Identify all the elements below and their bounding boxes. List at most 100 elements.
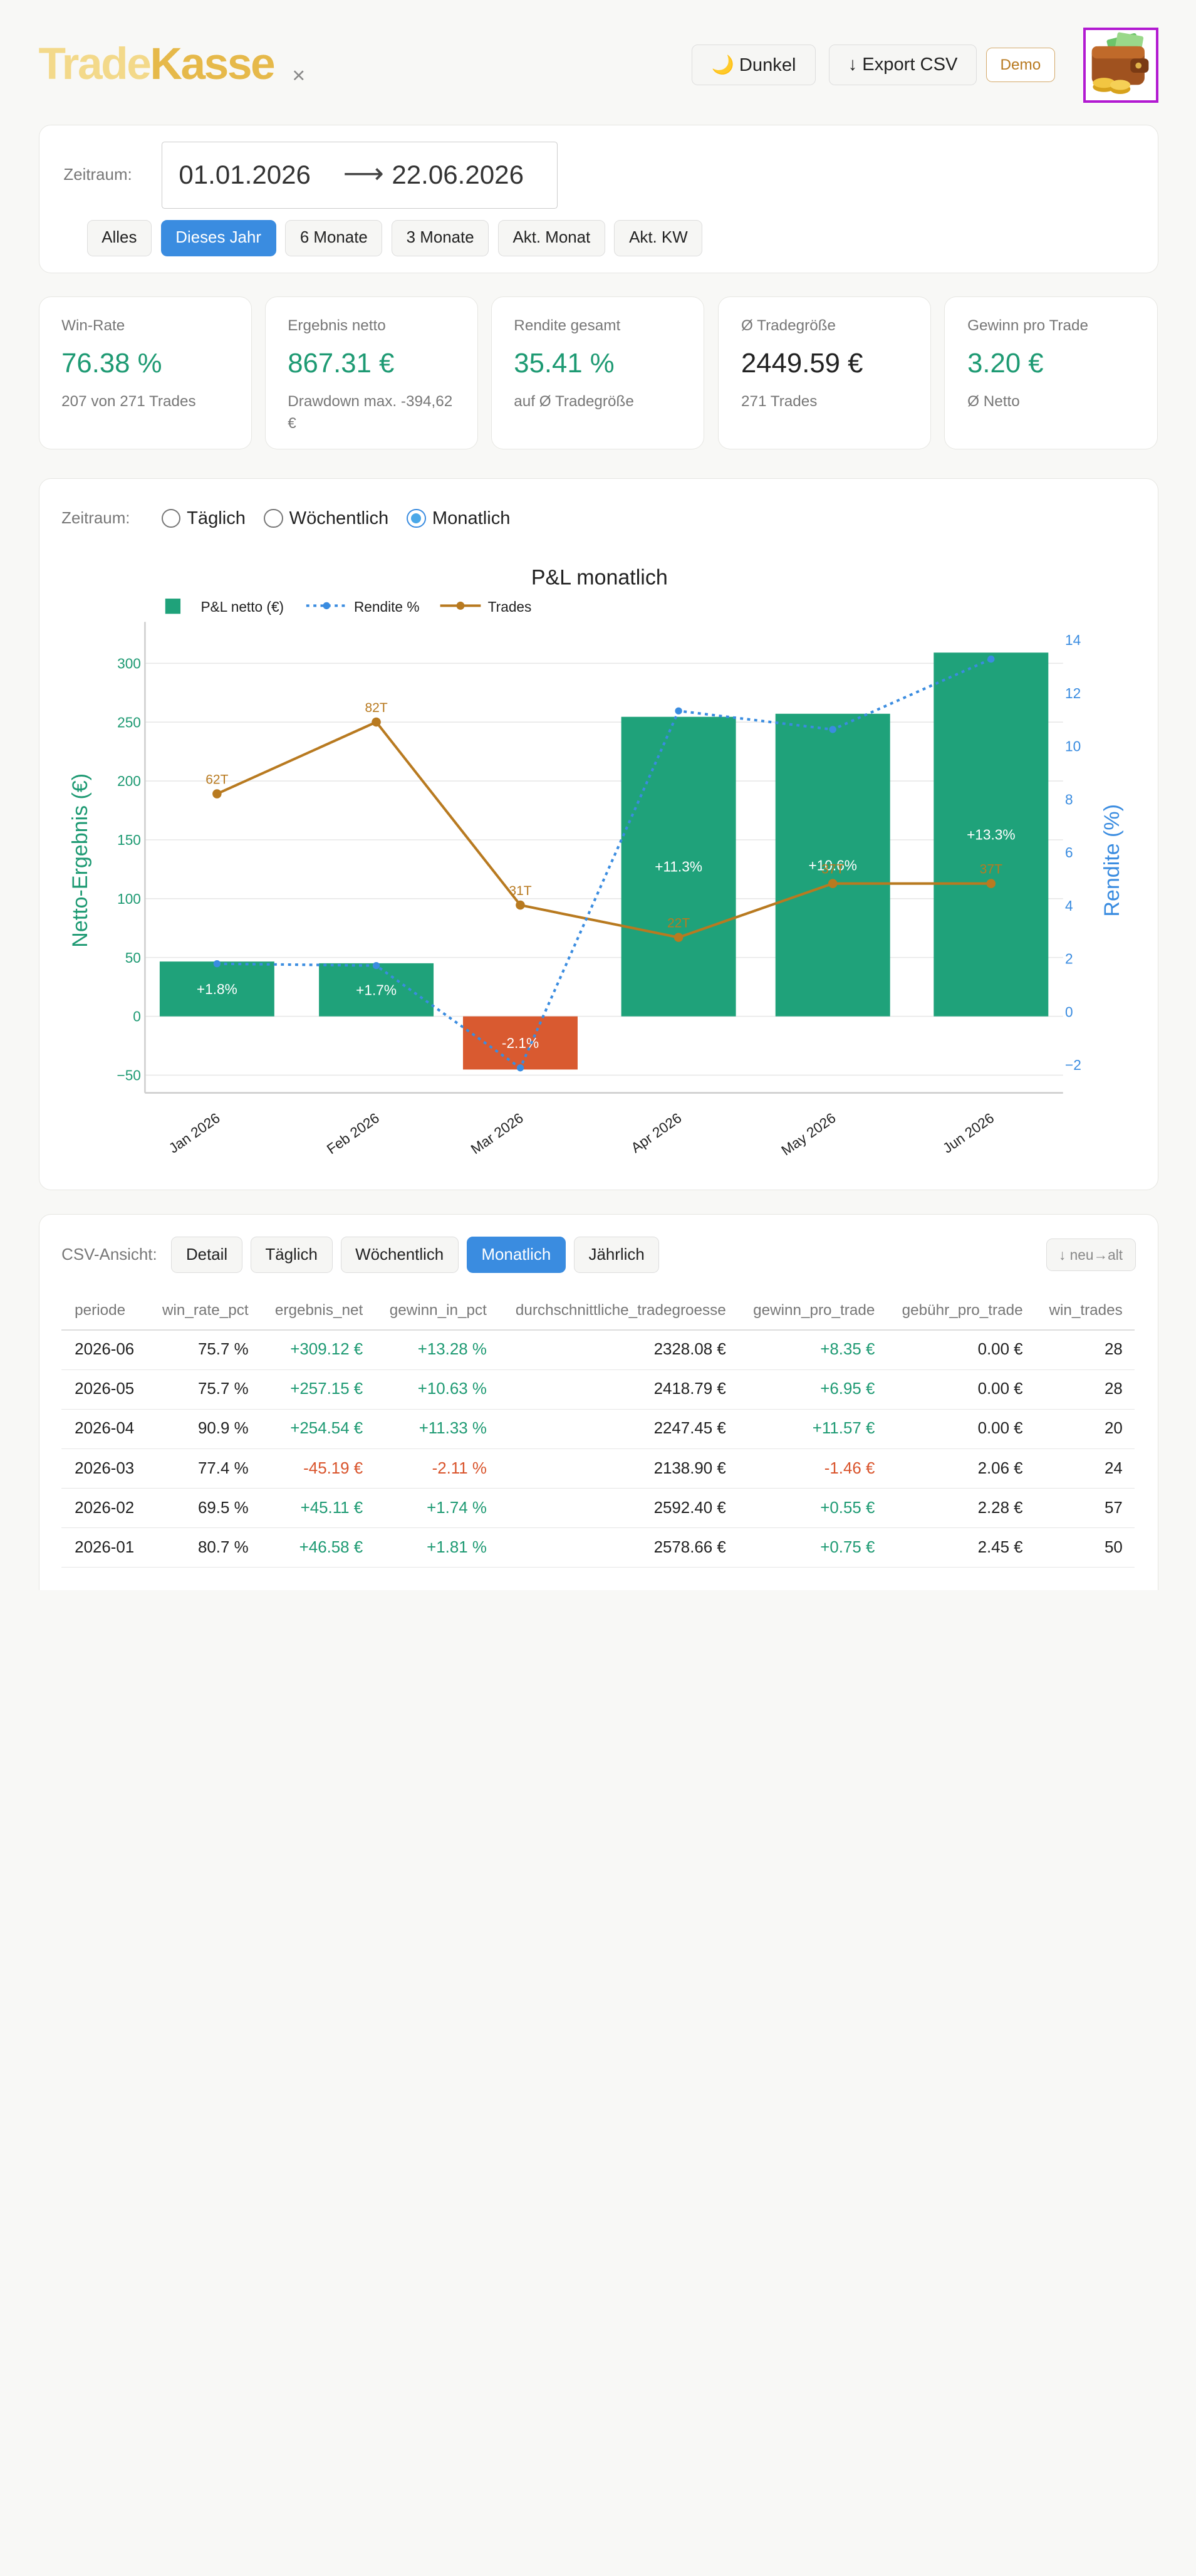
table-row: 2026-01 80.7 % +46.58 € +1.81 % 2578.66 € +0.… [61, 1527, 1135, 1568]
legend-label-pnl: P&L netto (€) [200, 599, 284, 615]
csv-view-monthly-button[interactable]: Monatlich [466, 1237, 566, 1274]
table-cell: 57 [1035, 1488, 1135, 1529]
date-range-picker[interactable]: 01.01.2026 ⟶ 22.06.2026 [162, 142, 558, 209]
bar-value-label: -2.1% [501, 1035, 538, 1051]
table-cell: 75.7 % [148, 1330, 261, 1370]
table-body: 2026-06 75.7 % +309.12 € +13.28 % 2328.08 € +… [61, 1330, 1135, 1568]
dark-mode-button[interactable]: 🌙 Dunkel [692, 45, 816, 85]
table-cell: +0.55 € [738, 1488, 887, 1529]
radio-monthly[interactable]: Monatlich [407, 508, 510, 529]
radio-weekly[interactable]: Wöchentlich [264, 508, 388, 529]
radio-circle-icon[interactable] [407, 508, 427, 528]
kpi-label: Win-Rate [61, 317, 125, 335]
app-logo-text: TradeKasse [39, 39, 276, 90]
table-cell: 2328.08 € [499, 1330, 739, 1370]
kpi-value: 76.38 % [61, 347, 162, 379]
preset-this-year-button[interactable]: Dieses Jahr [160, 219, 276, 257]
bar-value-label: +1.8% [196, 981, 237, 997]
column-header[interactable]: gewinn_pro_trade [738, 1291, 887, 1331]
csv-view-detail-button[interactable]: Detail [171, 1237, 242, 1274]
table-row: 2026-06 75.7 % +309.12 € +13.28 % 2328.08 € +… [61, 1330, 1135, 1370]
radio-circle-icon[interactable] [264, 508, 283, 528]
bar [775, 713, 890, 1017]
column-header[interactable]: ergebnis_net [261, 1291, 375, 1331]
kpi-label: Gewinn pro Trade [967, 317, 1088, 335]
kpi-card-profit-per-trade: Gewinn pro Trade 3.20 € Ø Netto [944, 296, 1158, 450]
table-cell: +45.11 € [261, 1488, 375, 1529]
return-point [674, 707, 682, 715]
table-cell: +11.33 % [375, 1409, 499, 1450]
close-icon[interactable]: × [292, 63, 306, 88]
column-header[interactable]: gebühr_pro_trade [887, 1291, 1035, 1331]
date-to-input[interactable]: 22.06.2026 [392, 159, 524, 189]
table-cell: 2138.90 € [499, 1448, 739, 1489]
y-tick-label: 250 [117, 714, 141, 730]
radio-daily[interactable]: Täglich [161, 508, 246, 529]
page: TradeKasse × 🌙 Dunkel ↓ Export CSV Demo … [38, 27, 1159, 1591]
table-cell: 0.00 € [887, 1330, 1035, 1370]
legend-return-marker [323, 602, 330, 609]
preset-current-month-button[interactable]: Akt. Monat [497, 219, 605, 257]
column-header[interactable]: win_trades [1035, 1291, 1135, 1331]
kpi-value: 35.41 % [514, 347, 615, 379]
y-tick-label: −50 [117, 1067, 140, 1083]
kpi-subtext: auf Ø Tradegröße [514, 392, 634, 410]
table-cell: -45.19 € [261, 1448, 375, 1489]
trades-label: 22T [667, 916, 689, 930]
bar [318, 963, 434, 1017]
x-tick-label: May 2026 [778, 1109, 838, 1158]
csv-view-bar: CSV-Ansicht: Detail Täglich Wöchentlich … [61, 1237, 660, 1274]
table-cell: 28 [1035, 1369, 1135, 1410]
preset-current-week-button[interactable]: Akt. KW [614, 219, 703, 257]
trades-series-line [216, 720, 991, 939]
date-from-input[interactable]: 01.01.2026 [179, 159, 311, 189]
csv-view-label: CSV-Ansicht: [61, 1245, 157, 1264]
x-tick-label: Apr 2026 [628, 1109, 684, 1156]
table-cell: 2026-02 [61, 1488, 148, 1529]
table-cell: +6.95 € [738, 1369, 887, 1410]
bar [621, 716, 736, 1017]
table-cell: +10.63 % [375, 1369, 499, 1410]
sort-order-button[interactable]: ↓ neu→alt [1046, 1238, 1136, 1272]
granularity-label: Zeitraum: [61, 509, 130, 527]
y-tick-label: 100 [117, 891, 141, 907]
column-header[interactable]: periode [61, 1291, 148, 1331]
csv-table: periode win_rate_pct ergebnis_net gewinn_in… [61, 1291, 1135, 1568]
legend-trades-marker [456, 601, 464, 610]
chart-title: P&L monatlich [531, 565, 667, 589]
kpi-card-win-rate: Win-Rate 76.38 % 207 von 271 Trades [38, 296, 252, 450]
bar-value-label: +10.6% [808, 857, 856, 873]
range-presets: Alles Dieses Jahr 6 Monate 3 Monate Akt.… [86, 219, 703, 257]
arrow-right-icon: ⟶ [343, 157, 384, 189]
table-cell: 2026-05 [61, 1369, 148, 1410]
table-row: 2026-03 77.4 % -45.19 € -2.11 % 2138.90 € -1.… [61, 1448, 1135, 1489]
export-csv-button[interactable]: ↓ Export CSV [828, 45, 977, 85]
demo-badge[interactable]: Demo [985, 48, 1055, 83]
csv-view-daily-button[interactable]: Täglich [250, 1237, 333, 1274]
y-right-tick-label: −2 [1065, 1057, 1081, 1073]
column-header[interactable]: durchschnittliche_tradegroesse [499, 1291, 739, 1331]
table-row: 2026-02 69.5 % +45.11 € +1.74 % 2592.40 € +0.… [61, 1488, 1135, 1529]
table-cell: 77.4 % [148, 1448, 261, 1489]
pnl-chart: P&L monatlich P&L netto (€) Rendite % Trade… [68, 565, 1124, 1158]
preset-3-months-button[interactable]: 3 Monate [392, 219, 489, 257]
trades-label: 37T [979, 862, 1002, 876]
y-tick-label: 200 [117, 773, 141, 789]
trades-point [212, 788, 222, 798]
y-tick-label: 50 [125, 949, 140, 965]
table-cell: +13.28 % [375, 1330, 499, 1370]
y-tick-label: 150 [117, 832, 141, 848]
wallet-coins-icon[interactable] [1083, 27, 1159, 103]
table-cell: +0.75 € [738, 1527, 887, 1568]
y-right-tick-label: 12 [1065, 685, 1081, 701]
radio-circle-icon[interactable] [161, 508, 181, 528]
bar-value-label: +1.7% [356, 982, 397, 998]
csv-view-weekly-button[interactable]: Wöchentlich [340, 1237, 459, 1274]
column-header[interactable]: win_rate_pct [148, 1291, 261, 1331]
preset-6-months-button[interactable]: 6 Monate [285, 219, 383, 257]
y-right-tick-label: 4 [1065, 898, 1073, 914]
kpi-label: Ø Tradegröße [741, 317, 836, 335]
csv-view-yearly-button[interactable]: Jährlich [573, 1237, 660, 1274]
column-header[interactable]: gewinn_in_pct [375, 1291, 499, 1331]
preset-all-button[interactable]: Alles [86, 219, 152, 257]
